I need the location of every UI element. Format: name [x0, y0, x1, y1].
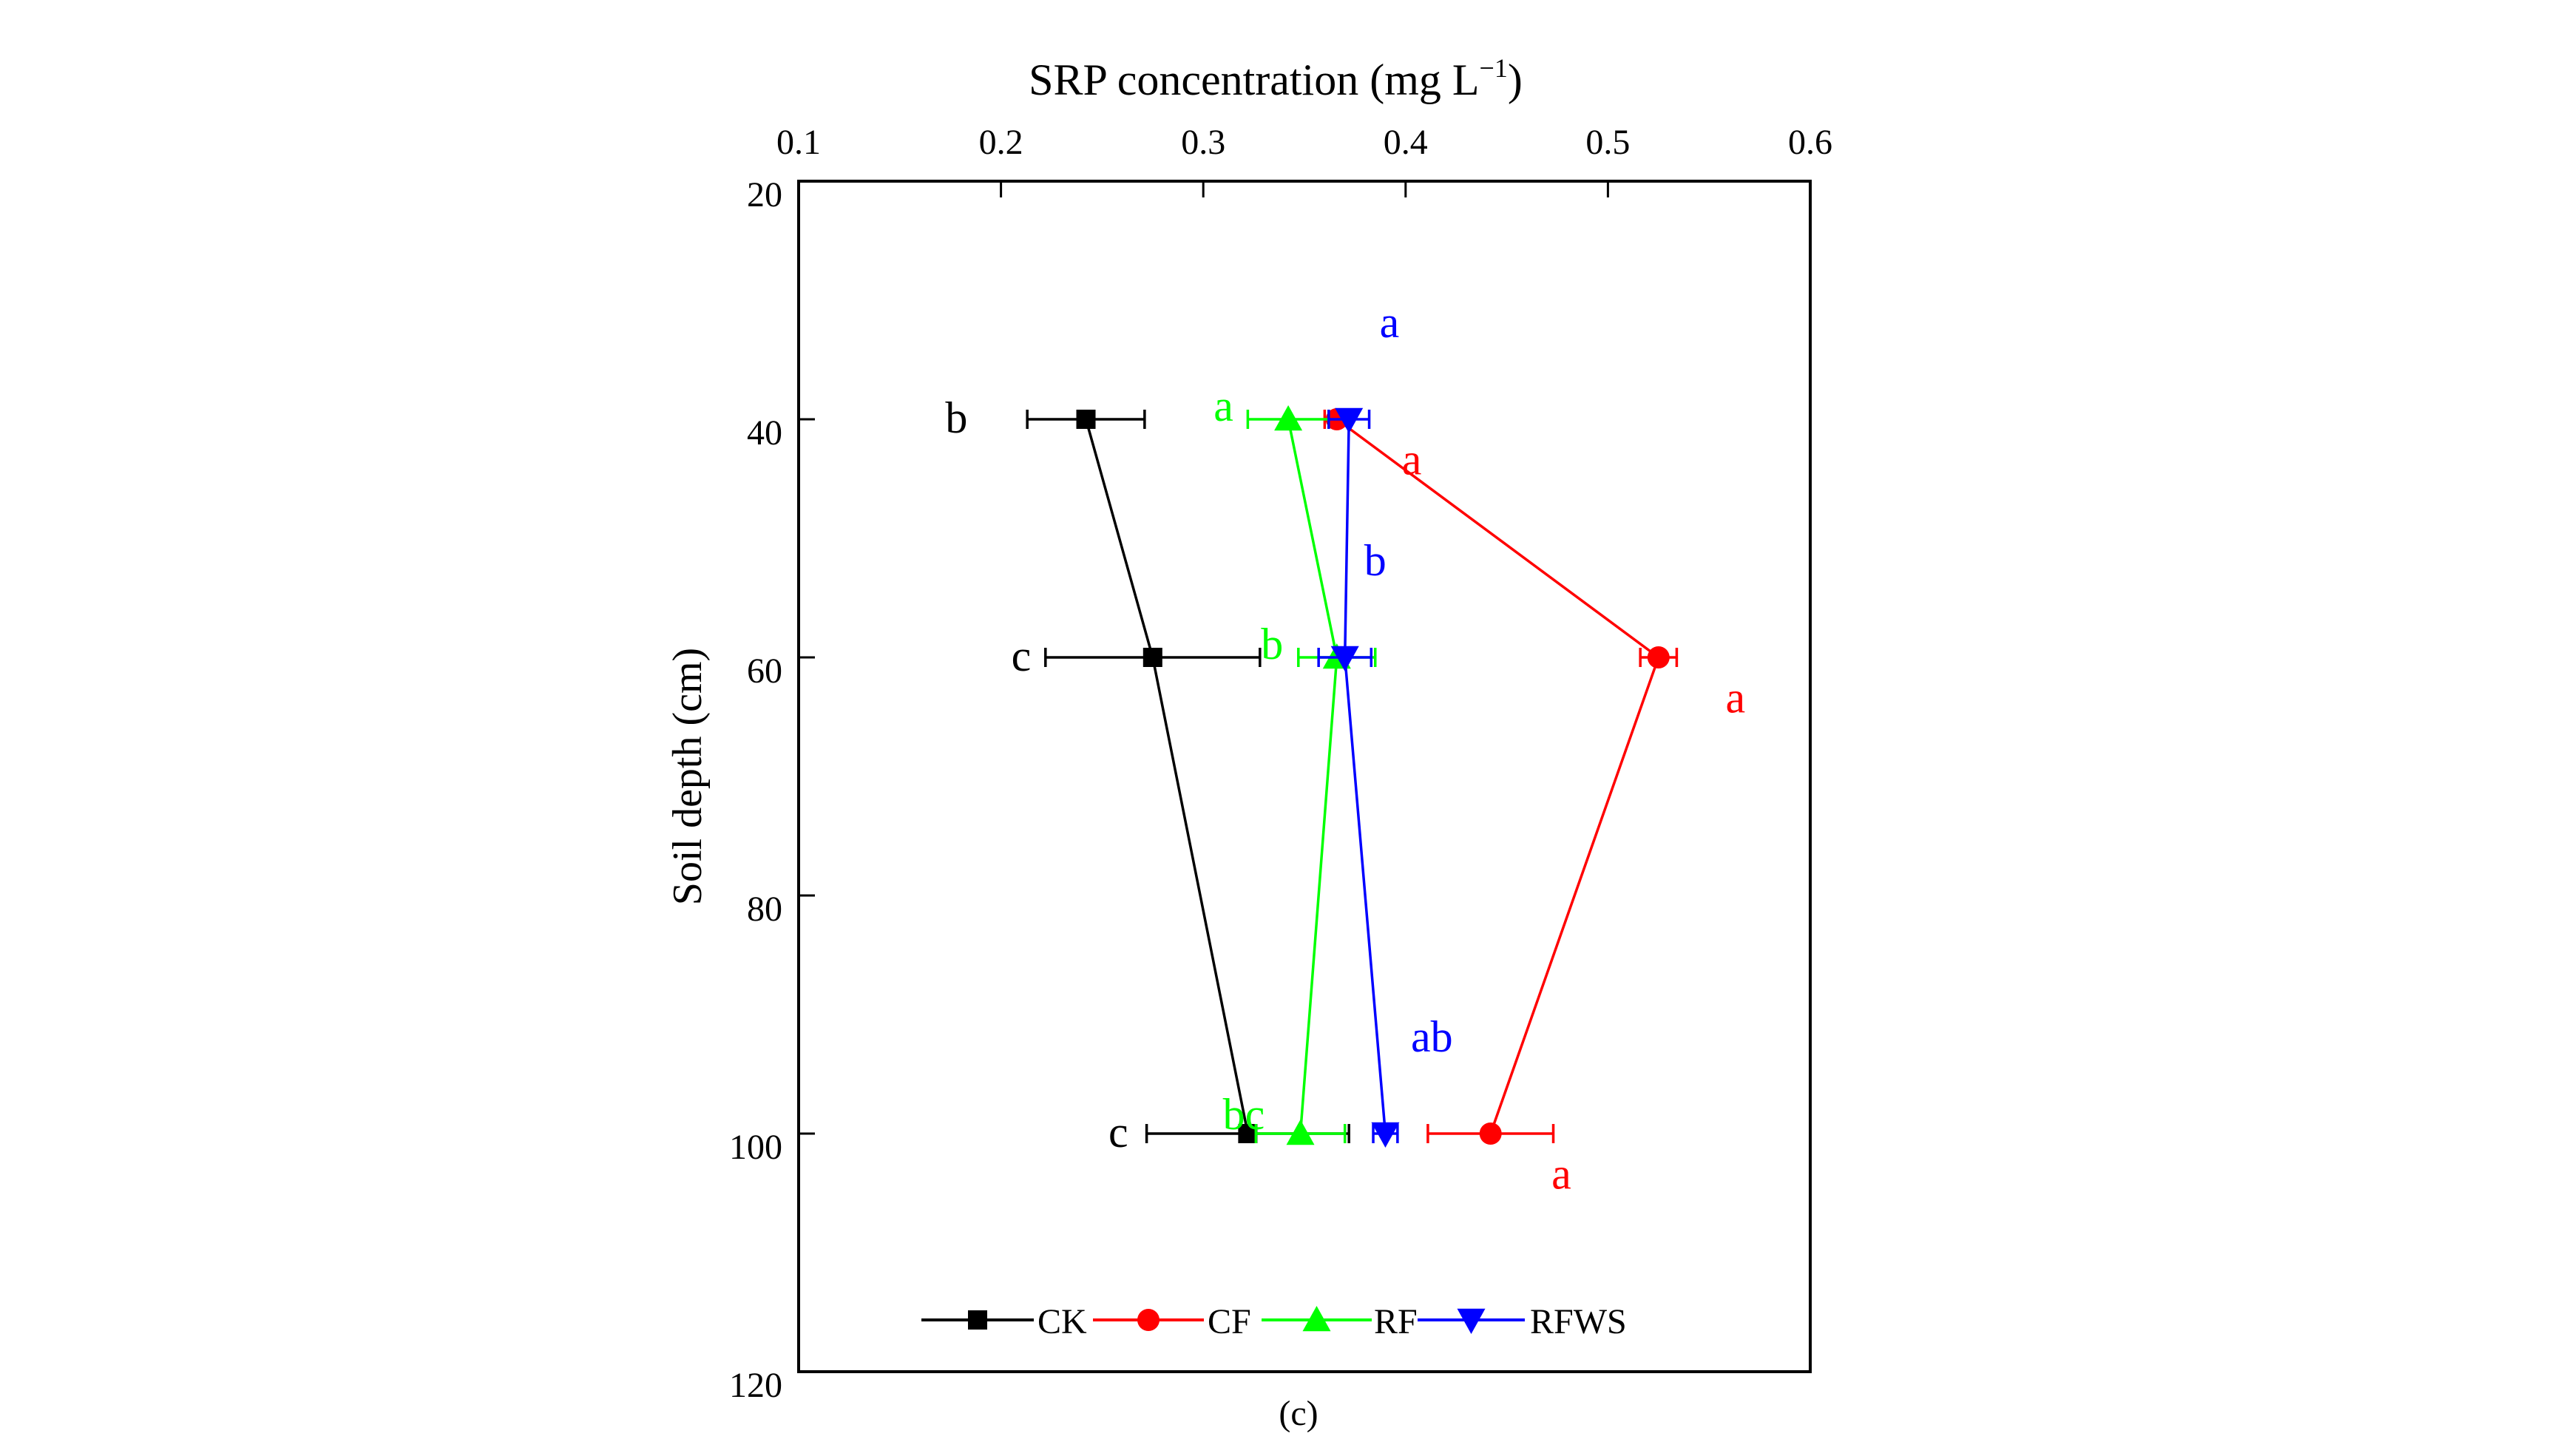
series-ck: [1026, 410, 1350, 1143]
x-axis-title-superscript: −1: [1480, 53, 1508, 83]
series-line-rfws: [1343, 419, 1387, 1134]
significance-letter-rf: bc: [1223, 1090, 1265, 1139]
y-tick-label: 60: [747, 651, 782, 691]
x-axis-title-main: SRP concentration (mg L: [1029, 55, 1479, 104]
legend-marker-cf: [1137, 1309, 1160, 1331]
data-point-ck: [1142, 648, 1162, 667]
y-tick-label: 100: [729, 1128, 782, 1167]
x-tick-label: 0.4: [1384, 123, 1428, 162]
significance-letter-ck: c: [1108, 1108, 1128, 1157]
x-tick-label: 0.6: [1788, 123, 1832, 162]
legend-label-cf: CF: [1208, 1302, 1251, 1341]
significance-letter-cf: a: [1551, 1149, 1571, 1198]
significance-letter-cf: a: [1402, 435, 1422, 484]
axis-layer: 0.1 0.2 0.3 0.4 0.5 0.6 20 40 60 80 100 120 SRP conc…: [665, 53, 1832, 1405]
y-tick-label: 80: [747, 890, 782, 929]
series-line-cf: [1336, 418, 1660, 1134]
legend-marker-ck: [968, 1310, 987, 1330]
legend-item-rf: RF: [1262, 1302, 1418, 1341]
series-layer: [1026, 405, 1679, 1148]
x-tick-label: 0.2: [979, 123, 1023, 162]
legend-label-rf: RF: [1374, 1302, 1418, 1341]
data-point-cf: [1479, 1123, 1502, 1145]
x-tick-label: 0.1: [776, 123, 821, 162]
data-point-rfws: [1330, 646, 1359, 671]
series-line-rf: [1287, 419, 1338, 1134]
y-axis-title: Soil depth (cm): [665, 648, 711, 905]
significance-letter-rfws: a: [1380, 298, 1400, 347]
significance-letter-ck: c: [1012, 632, 1032, 680]
plot-frame: [797, 180, 1812, 1373]
significance-letter-cf: a: [1725, 673, 1745, 722]
legend-item-ck: CK: [921, 1302, 1087, 1341]
x-axis-title: SRP concentration (mg L−1): [1029, 53, 1523, 104]
x-tick-label: 0.3: [1181, 123, 1225, 162]
data-point-rf: [1286, 1120, 1315, 1145]
y-tick-label: 120: [729, 1366, 782, 1405]
data-point-rfws: [1371, 1122, 1400, 1148]
series-line-ck: [1084, 419, 1250, 1134]
significance-letter-ck: b: [945, 393, 967, 442]
figure-caption: (c): [1279, 1394, 1318, 1433]
data-point-ck: [1238, 1124, 1258, 1143]
x-axis-title-close: ): [1508, 55, 1523, 104]
data-point-ck: [1076, 410, 1096, 429]
series-rfws: [1317, 407, 1400, 1148]
legend: CK CF RF RFWS: [921, 1302, 1627, 1341]
significance-letter-rfws: ab: [1411, 1012, 1453, 1061]
legend-label-ck: CK: [1037, 1302, 1087, 1341]
data-point-cf: [1647, 646, 1670, 668]
legend-marker-rfws: [1457, 1308, 1486, 1334]
significance-letter-rf: a: [1213, 382, 1233, 430]
legend-label-rfws: RFWS: [1530, 1302, 1627, 1341]
data-point-rfws: [1335, 407, 1364, 433]
significance-letter-rf: b: [1261, 620, 1283, 668]
x-tick-label: 0.5: [1585, 123, 1630, 162]
data-point-rf: [1274, 405, 1303, 431]
y-tick-label: 40: [747, 413, 782, 453]
legend-marker-rf: [1302, 1306, 1331, 1332]
legend-item-rfws: RFWS: [1418, 1302, 1627, 1341]
y-tick-label: 20: [747, 175, 782, 214]
legend-item-cf: CF: [1093, 1302, 1251, 1341]
significance-letter-rfws: b: [1364, 536, 1387, 585]
